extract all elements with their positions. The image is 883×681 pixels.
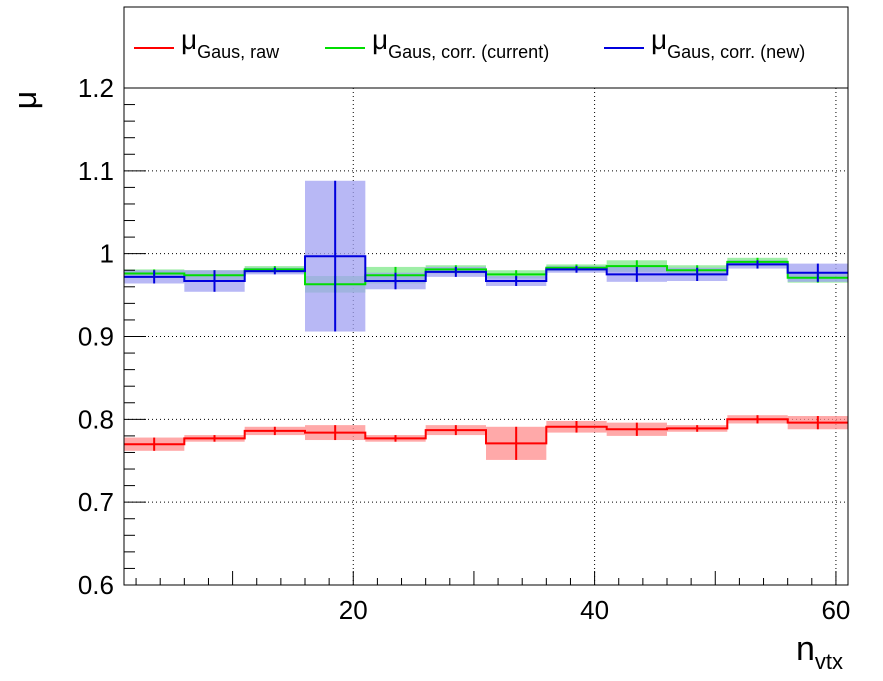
grid (124, 88, 848, 585)
legend-label-main: μ (651, 24, 667, 55)
x-axis-title: nvtx (796, 630, 843, 674)
legend-label-sub: Gaus, raw (197, 42, 280, 62)
x-tick-label: 40 (580, 595, 609, 625)
legend-entry-2: μGaus, corr. (new) (604, 24, 805, 62)
errbar-series-2 (153, 180, 819, 332)
series-steps (124, 255, 848, 446)
y-axis: 0.6 0.7 0.8 0.9 1 1.1 1.2 (78, 73, 146, 600)
legend-entry-1: μGaus, corr. (current) (325, 24, 549, 62)
x-tick-label: 60 (821, 595, 850, 625)
legend-label-sub: Gaus, corr. (current) (388, 42, 549, 62)
band-series-2 (124, 180, 848, 332)
series-line-0 (124, 418, 848, 446)
y-tick-label: 0.6 (78, 570, 114, 600)
y-axis-title: μ (7, 91, 43, 109)
y-tick-label: 0.7 (78, 487, 114, 517)
legend: μGaus, raw μGaus, corr. (current) μGaus, c… (123, 6, 849, 89)
legend-box (123, 6, 849, 89)
x-axis-title-sub: vtx (815, 649, 843, 674)
error-bars (153, 180, 819, 460)
error-bands (124, 180, 848, 460)
y-tick-label: 0.8 (78, 404, 114, 434)
legend-label-main: μ (181, 24, 197, 55)
x-axis: 20 40 60 (135, 571, 850, 625)
legend-entry-0: μGaus, raw (134, 24, 280, 62)
y-tick-label: 1 (100, 239, 114, 269)
legend-label: μGaus, corr. (new) (651, 24, 805, 62)
x-axis-title-main: n (796, 630, 815, 668)
series-line-2 (124, 255, 848, 282)
y-tick-label: 0.9 (78, 322, 114, 352)
y-tick-label: 1.2 (78, 73, 114, 103)
legend-label: μGaus, corr. (current) (372, 24, 549, 62)
y-tick-label: 1.1 (78, 156, 114, 186)
errbar-series-0 (153, 415, 819, 460)
legend-label: μGaus, raw (181, 24, 280, 62)
legend-entries: μGaus, raw μGaus, corr. (current) μGaus, c… (134, 24, 805, 62)
legend-label-sub: Gaus, corr. (new) (667, 42, 805, 62)
x-tick-label: 20 (339, 595, 368, 625)
legend-label-main: μ (372, 24, 388, 55)
